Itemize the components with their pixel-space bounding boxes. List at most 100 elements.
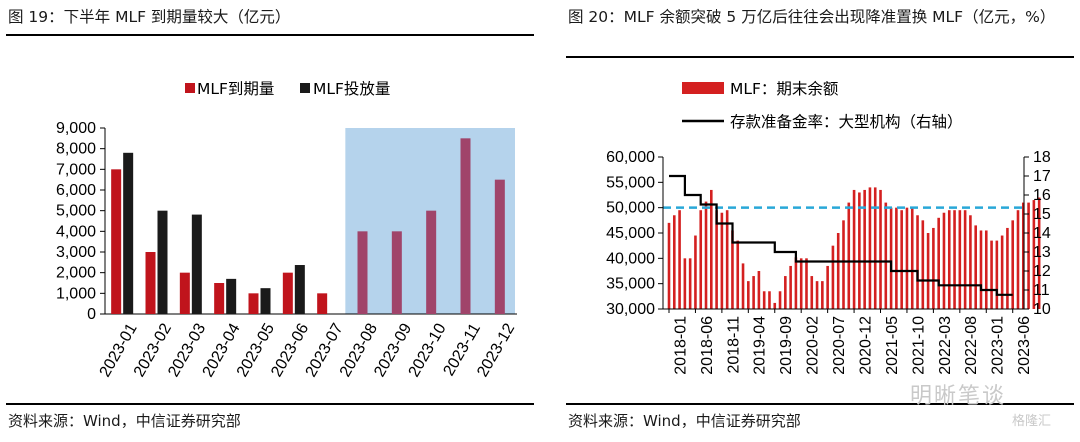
bar-mlf-balance <box>969 215 972 309</box>
bar-mlf-balance <box>900 210 903 309</box>
y-tick-label-right: 14 <box>1033 225 1051 242</box>
x-tick-label: 2018-06 <box>699 316 716 375</box>
x-tick-label: 2022-08 <box>963 316 980 375</box>
bar-mlf-balance <box>757 271 761 309</box>
legend-swatch-mlf-maturity <box>185 83 195 93</box>
bar-mlf-issuance <box>123 152 134 314</box>
bar-mlf-maturity <box>282 272 293 314</box>
bar-mlf-balance <box>667 222 671 309</box>
bar-mlf-balance <box>768 291 771 309</box>
x-tick-label: 2023-01 <box>990 316 1007 375</box>
right-source-divider <box>566 403 1074 405</box>
bar-mlf-balance <box>863 189 866 309</box>
bar-mlf-balance <box>773 302 777 309</box>
bar-mlf-balance <box>1037 197 1041 309</box>
bar-mlf-balance <box>715 210 718 309</box>
legend-label-reserve-ratio: 存款准备金率：大型机构（右轴） <box>730 113 963 131</box>
bar-mlf-balance <box>741 263 745 309</box>
y-tick-label: 9,000 <box>56 120 96 137</box>
bar-mlf-balance <box>810 276 814 309</box>
bar-mlf-balance <box>910 207 914 309</box>
bar-mlf-balance <box>720 212 724 309</box>
x-tick-label: 2022-03 <box>937 316 954 375</box>
bar-mlf-balance <box>752 276 755 309</box>
bar-mlf-balance <box>847 202 851 309</box>
bar-mlf-balance <box>747 281 750 309</box>
bar-mlf-issuance <box>157 210 168 314</box>
bar-mlf-maturity <box>145 252 156 314</box>
bar-mlf-balance <box>1006 227 1009 309</box>
bar-mlf-balance <box>873 187 877 309</box>
bar-mlf-balance <box>932 227 935 309</box>
watermark: 明晰笔谈 <box>910 384 1007 409</box>
bar-mlf-balance <box>831 245 835 309</box>
bar-mlf-balance <box>1000 235 1004 309</box>
bar-mlf-maturity <box>426 210 437 314</box>
legend-label-mlf-maturity: MLF到期量 <box>197 80 274 98</box>
x-tick-label: 2021-05 <box>884 316 901 375</box>
watermark-2: 格隆汇 <box>1012 414 1052 429</box>
bar-mlf-balance <box>868 187 872 309</box>
bar-mlf-balance <box>1016 210 1020 309</box>
right-source: 资料来源：Wind，中信证券研究部 <box>568 412 801 430</box>
x-tick-label: 2023-06 <box>1016 316 1033 375</box>
right-panel: 图 20：MLF 余额突破 5 万亿后往往会出现降准置换 MLF（亿元，%） 3… <box>560 0 1080 442</box>
bar-mlf-balance <box>958 210 962 309</box>
right-chart: 30,000 35,000 40,000 45,000 50,000 55,000 60,0… <box>606 79 1051 375</box>
x-tick-label: 2021-10 <box>910 316 927 375</box>
y-tick-label: 3,000 <box>56 244 96 261</box>
y-tick-label-right: 11 <box>1033 282 1050 299</box>
bar-mlf-balance <box>974 225 977 309</box>
bar-mlf-balance <box>784 276 787 309</box>
y-tick-label-right: 17 <box>1033 168 1051 185</box>
y-tick-label-left: 60,000 <box>606 149 655 166</box>
y-tick-label: 1,000 <box>56 285 96 302</box>
bar-mlf-balance <box>926 233 930 309</box>
y-tick-label: 8,000 <box>56 141 96 158</box>
right-chart-title: 图 20：MLF 余额突破 5 万亿后往往会出现降准置换 MLF（亿元，%） <box>568 8 1056 26</box>
bar-mlf-balance <box>1027 202 1030 309</box>
y-tick-label-right: 18 <box>1033 149 1051 166</box>
y-tick-label: 6,000 <box>56 182 96 199</box>
bar-mlf-balance <box>858 192 861 309</box>
bar-mlf-balance <box>799 258 803 309</box>
bar-mlf-balance <box>725 210 729 309</box>
bar-mlf-balance <box>815 281 819 309</box>
bar-mlf-balance <box>805 258 808 309</box>
bar-mlf-balance <box>699 210 703 309</box>
x-tick-label: 2018-11 <box>725 316 742 374</box>
y-tick-label-left: 50,000 <box>606 200 655 217</box>
bar-mlf-balance <box>836 233 840 309</box>
bar-mlf-maturity <box>391 231 402 314</box>
bar-mlf-balance <box>1021 202 1025 309</box>
y-tick-label-left: 40,000 <box>606 250 655 267</box>
y-tick-label: 0 <box>87 306 96 323</box>
bar-mlf-balance <box>762 291 766 309</box>
bar-mlf-maturity <box>214 283 225 314</box>
bar-mlf-balance <box>842 220 845 309</box>
y-tick-label-left: 45,000 <box>606 225 655 242</box>
bar-mlf-balance <box>916 215 919 309</box>
y-tick-label: 4,000 <box>56 223 96 240</box>
line-reserve-ratio <box>669 174 1013 296</box>
bar-mlf-balance <box>947 210 951 309</box>
y-tick-label-right: 15 <box>1033 206 1051 223</box>
x-tick-label: 2020-07 <box>831 316 848 375</box>
bar-mlf-balance <box>921 220 925 309</box>
x-tick-label: 2019-04 <box>752 316 769 375</box>
bar-mlf-balance <box>905 207 909 309</box>
bar-mlf-balance <box>672 215 676 309</box>
bar-mlf-balance <box>895 207 898 309</box>
x-tick-label: 2020-02 <box>805 316 822 375</box>
legend-swatch-mlf-balance <box>682 82 724 94</box>
bar-mlf-maturity <box>460 138 471 314</box>
bar-mlf-balance <box>937 217 940 309</box>
bar-mlf-balance <box>879 189 882 309</box>
y-tick-label-right: 10 <box>1033 301 1051 318</box>
bar-mlf-balance <box>678 210 681 309</box>
bar-mlf-issuance <box>260 288 271 314</box>
y-tick-label-right: 13 <box>1033 244 1051 261</box>
bar-mlf-balance <box>731 230 734 309</box>
bar-mlf-balance <box>942 212 946 309</box>
y-tick-label-left: 30,000 <box>606 301 655 318</box>
